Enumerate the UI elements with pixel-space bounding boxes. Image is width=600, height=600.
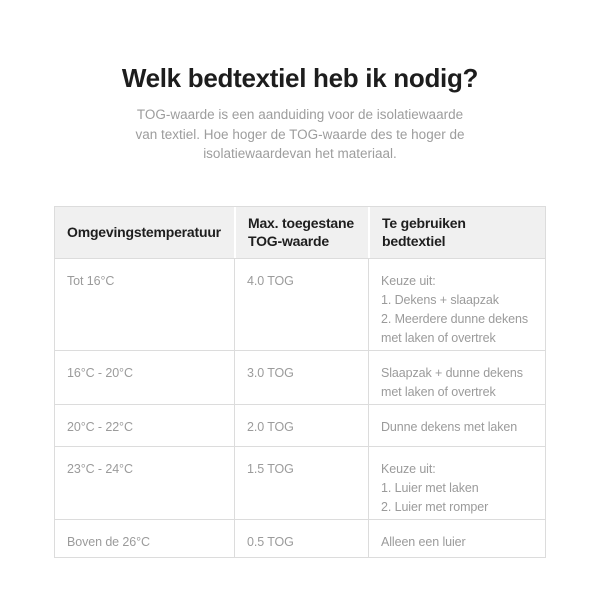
bedtextiel-cell: Keuze uit: 1. Dekens + slaapzak 2. Meerd… — [368, 257, 545, 350]
tog-cell: 2.0 TOG — [234, 403, 368, 446]
header-line: TOG-waarde — [248, 233, 329, 249]
table-body: Tot 16°C 4.0 TOG Keuze uit: 1. Dekens + … — [55, 257, 545, 557]
column-header-bedtextiel: Te gebruiken bedtextiel — [368, 206, 545, 258]
bedtextiel-line: Keuze uit: — [381, 273, 436, 288]
bedtextiel-cell: Keuze uit: 1. Luier met laken 2. Luier m… — [368, 445, 545, 519]
bedtextiel-cell: Alleen een luier — [368, 518, 545, 557]
page-subtitle: TOG-waarde is een aanduiding voor de iso… — [0, 105, 600, 164]
temperature-cell: 20°C - 22°C — [55, 403, 234, 446]
table-row: Tot 16°C 4.0 TOG Keuze uit: 1. Dekens + … — [55, 257, 545, 350]
bedtextiel-line: 2. Meerdere dunne dekens met laken of ov… — [381, 311, 529, 345]
page-title: Welk bedtextiel heb ik nodig? — [121, 63, 479, 93]
header-line: Omgevingstemperatuur — [67, 224, 221, 240]
subtitle-line-2: van textiel. Hoe hoger de TOG-waarde des… — [135, 126, 465, 142]
table-row: Boven de 26°C 0.5 TOG Alleen een luier — [55, 518, 545, 557]
bedtextiel-line: Alleen een luier — [381, 534, 466, 549]
bedtextiel-line: 2. Luier met romper — [381, 499, 489, 514]
subtitle-line-3: isolatiewaardevan het materiaal. — [203, 146, 397, 161]
table-row: 20°C - 22°C 2.0 TOG Dunne dekens met lak… — [55, 403, 545, 446]
bedtextiel-line: Keuze uit: — [381, 461, 436, 476]
tog-cell: 0.5 TOG — [234, 518, 368, 557]
column-header-temperature: Omgevingstemperatuur — [55, 206, 234, 258]
table-row: 16°C - 20°C 3.0 TOG Slaapzak + dunne dek… — [55, 349, 545, 404]
bedtextiel-line: 1. Luier met laken — [381, 480, 479, 495]
header-line: Max. toegestane — [248, 215, 354, 231]
table-head: Omgevingstemperatuur Max. toegestane TOG… — [55, 206, 545, 258]
bedtextiel-line: Dunne dekens met laken — [381, 419, 518, 434]
temperature-cell: Boven de 26°C — [55, 518, 234, 557]
tog-cell: 4.0 TOG — [234, 257, 368, 350]
column-header-tog: Max. toegestane TOG-waarde — [234, 206, 368, 258]
temperature-cell: 23°C - 24°C — [55, 445, 234, 519]
bedtextiel-line: Slaapzak + dunne dekens met laken of ove… — [381, 365, 523, 399]
subtitle-line-1: TOG-waarde is een aanduiding voor de iso… — [136, 107, 464, 122]
temperature-cell: 16°C - 20°C — [55, 349, 234, 404]
tog-cell: 1.5 TOG — [234, 445, 368, 519]
table-row: 23°C - 24°C 1.5 TOG Keuze uit: 1. Luier … — [55, 445, 545, 519]
header-line: bedtextiel — [382, 233, 446, 249]
bedtextiel-line: 1. Dekens + slaapzak — [381, 292, 499, 307]
bedtextiel-cell: Slaapzak + dunne dekens met laken of ove… — [368, 349, 545, 404]
table-header-row: Omgevingstemperatuur Max. toegestane TOG… — [55, 206, 545, 258]
header-line: Te gebruiken — [382, 215, 466, 231]
tog-table: Omgevingstemperatuur Max. toegestane TOG… — [54, 205, 546, 558]
temperature-cell: Tot 16°C — [55, 257, 234, 350]
tog-cell: 3.0 TOG — [234, 349, 368, 404]
bedtextiel-cell: Dunne dekens met laken — [368, 403, 545, 446]
